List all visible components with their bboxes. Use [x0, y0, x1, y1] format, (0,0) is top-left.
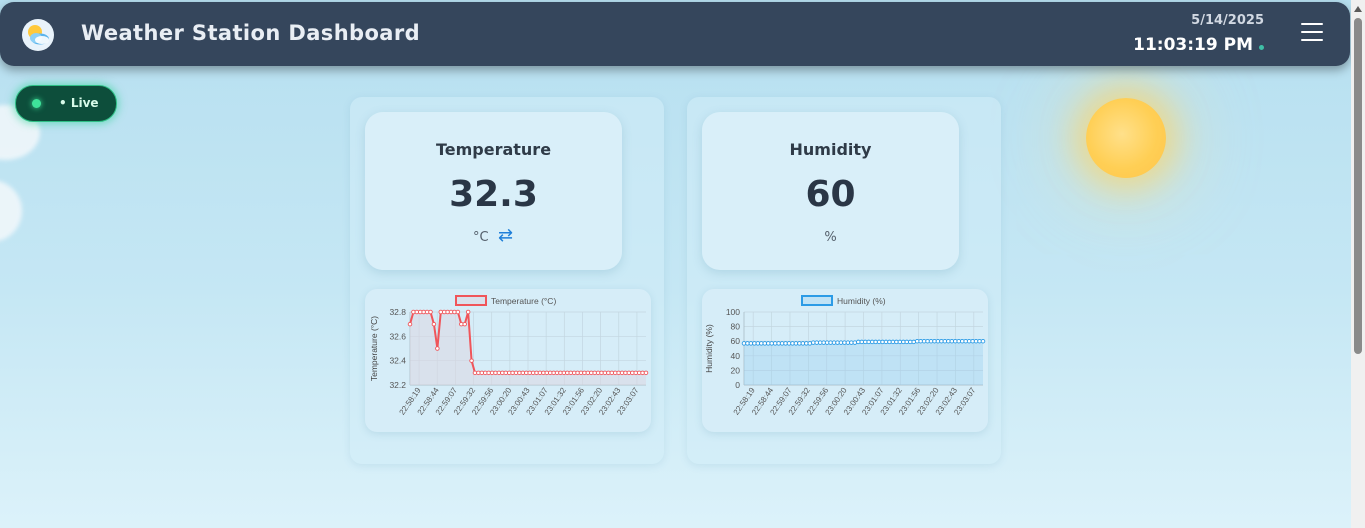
data-point — [469, 358, 474, 363]
legend-label: Temperature (°C) — [491, 296, 556, 306]
cloud-decoration — [0, 180, 22, 242]
current-time: 11:03:19 PM — [1133, 35, 1253, 55]
current-date: 5/14/2025 — [1191, 13, 1264, 28]
scrollbar[interactable] — [1351, 0, 1365, 528]
temperature-value: 32.3 — [449, 174, 538, 215]
sun-decoration — [1086, 98, 1166, 178]
y-tick-label: 32.2 — [389, 380, 406, 390]
data-point — [852, 340, 858, 345]
temperature-card: Temperature 32.3 °C ⇄ — [365, 112, 622, 270]
legend-label: Humidity (%) — [837, 296, 886, 306]
humidity-value: 60 — [805, 174, 856, 215]
page-title: Weather Station Dashboard — [81, 21, 421, 45]
y-tick-label: 32.8 — [389, 307, 406, 317]
humidity-unit: % — [824, 230, 837, 245]
scroll-up-arrow-icon[interactable] — [1354, 6, 1362, 12]
data-point — [465, 309, 471, 315]
y-tick-label: 60 — [731, 336, 741, 346]
temperature-title: Temperature — [435, 140, 552, 159]
data-point — [431, 321, 437, 327]
hamburger-menu-icon[interactable] — [1301, 23, 1323, 45]
data-point — [911, 339, 916, 345]
scrollbar-thumb[interactable] — [1354, 18, 1362, 354]
y-tick-label: 20 — [731, 365, 741, 375]
temperature-chart-svg: Temperature (°C)32.832.632.432.222:58:19… — [369, 295, 649, 417]
y-tick-label: 32.4 — [389, 356, 406, 366]
y-axis-label: Humidity (%) — [704, 324, 714, 373]
humidity-title: Humidity — [789, 140, 872, 159]
y-tick-label: 100 — [726, 307, 740, 317]
data-point — [455, 309, 461, 315]
legend-swatch — [801, 295, 833, 306]
humidity-chart-svg: Humidity (%)10080604020022:58:1922:58:44… — [704, 295, 986, 417]
y-tick-label: 40 — [731, 351, 741, 361]
data-point — [462, 321, 467, 327]
data-point — [643, 370, 649, 376]
app-header: Weather Station Dashboard 5/14/2025 11:0… — [0, 2, 1350, 66]
temperature-chart: Temperature (°C) 32.8 32.6 32.4 32.2 22:58:19… — [365, 289, 651, 432]
live-status-badge[interactable]: • Live — [15, 85, 117, 122]
humidity-chart: Humidity (%) 100 80 60 40 20 0 22:58:19 22:58:44… — [702, 289, 988, 432]
humidity-panel: Humidity 60 % Humidity (%) 100 80 60 40 20 0 22… — [687, 97, 1001, 464]
data-point — [407, 321, 413, 327]
data-point — [435, 346, 440, 351]
series-area — [744, 341, 983, 385]
y-tick-label: 0 — [735, 380, 740, 390]
legend-swatch — [455, 295, 487, 306]
humidity-card: Humidity 60 % — [702, 112, 959, 270]
weather-cloud-sun-icon — [22, 19, 54, 51]
data-point — [807, 341, 813, 346]
y-tick-label: 32.6 — [389, 331, 406, 341]
live-indicator-icon — [32, 99, 41, 108]
data-point — [428, 309, 433, 315]
data-point — [980, 338, 986, 344]
swap-unit-icon[interactable]: ⇄ — [498, 225, 514, 246]
temperature-unit: °C — [473, 230, 489, 245]
y-axis-label: Temperature (°C) — [369, 316, 379, 381]
live-label: • Live — [59, 96, 99, 110]
temperature-panel: Temperature 32.3 °C ⇄ Temperature (°C) 32… — [350, 97, 664, 464]
y-tick-label: 80 — [731, 322, 741, 332]
time-status-dot — [1259, 45, 1264, 50]
